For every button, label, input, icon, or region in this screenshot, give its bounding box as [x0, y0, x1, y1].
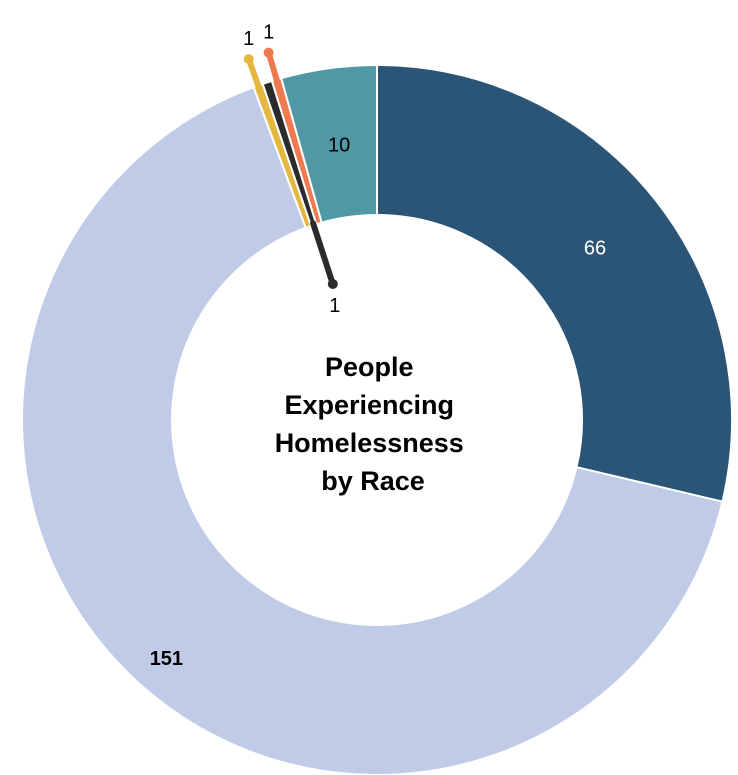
data-label-6: 10	[328, 135, 350, 157]
chart-title-line-4: by Race	[321, 466, 425, 496]
chart-title: People Experiencing Homelessness by Race	[275, 352, 472, 496]
donut-slices	[21, 63, 733, 775]
donut-slice-1	[376, 63, 733, 503]
data-label-2: 151	[150, 648, 183, 670]
data-label-5: 1	[263, 22, 274, 44]
donut-slice-6	[279, 63, 378, 224]
chart-title-line-1: People	[325, 352, 414, 382]
chart-title-line-2: Experiencing	[284, 390, 454, 420]
callout-dot-4	[327, 278, 338, 289]
data-label-4: 1	[329, 295, 340, 317]
callout-dot-3	[243, 54, 254, 65]
callout-line-4	[310, 220, 336, 287]
data-label-1: 66	[584, 238, 606, 260]
callout-lines	[243, 47, 338, 289]
data-label-3: 1	[243, 28, 254, 50]
callout-dot-5	[263, 47, 274, 58]
donut-slice-2	[21, 85, 724, 775]
chart-title-line-3: Homelessness	[275, 428, 464, 458]
